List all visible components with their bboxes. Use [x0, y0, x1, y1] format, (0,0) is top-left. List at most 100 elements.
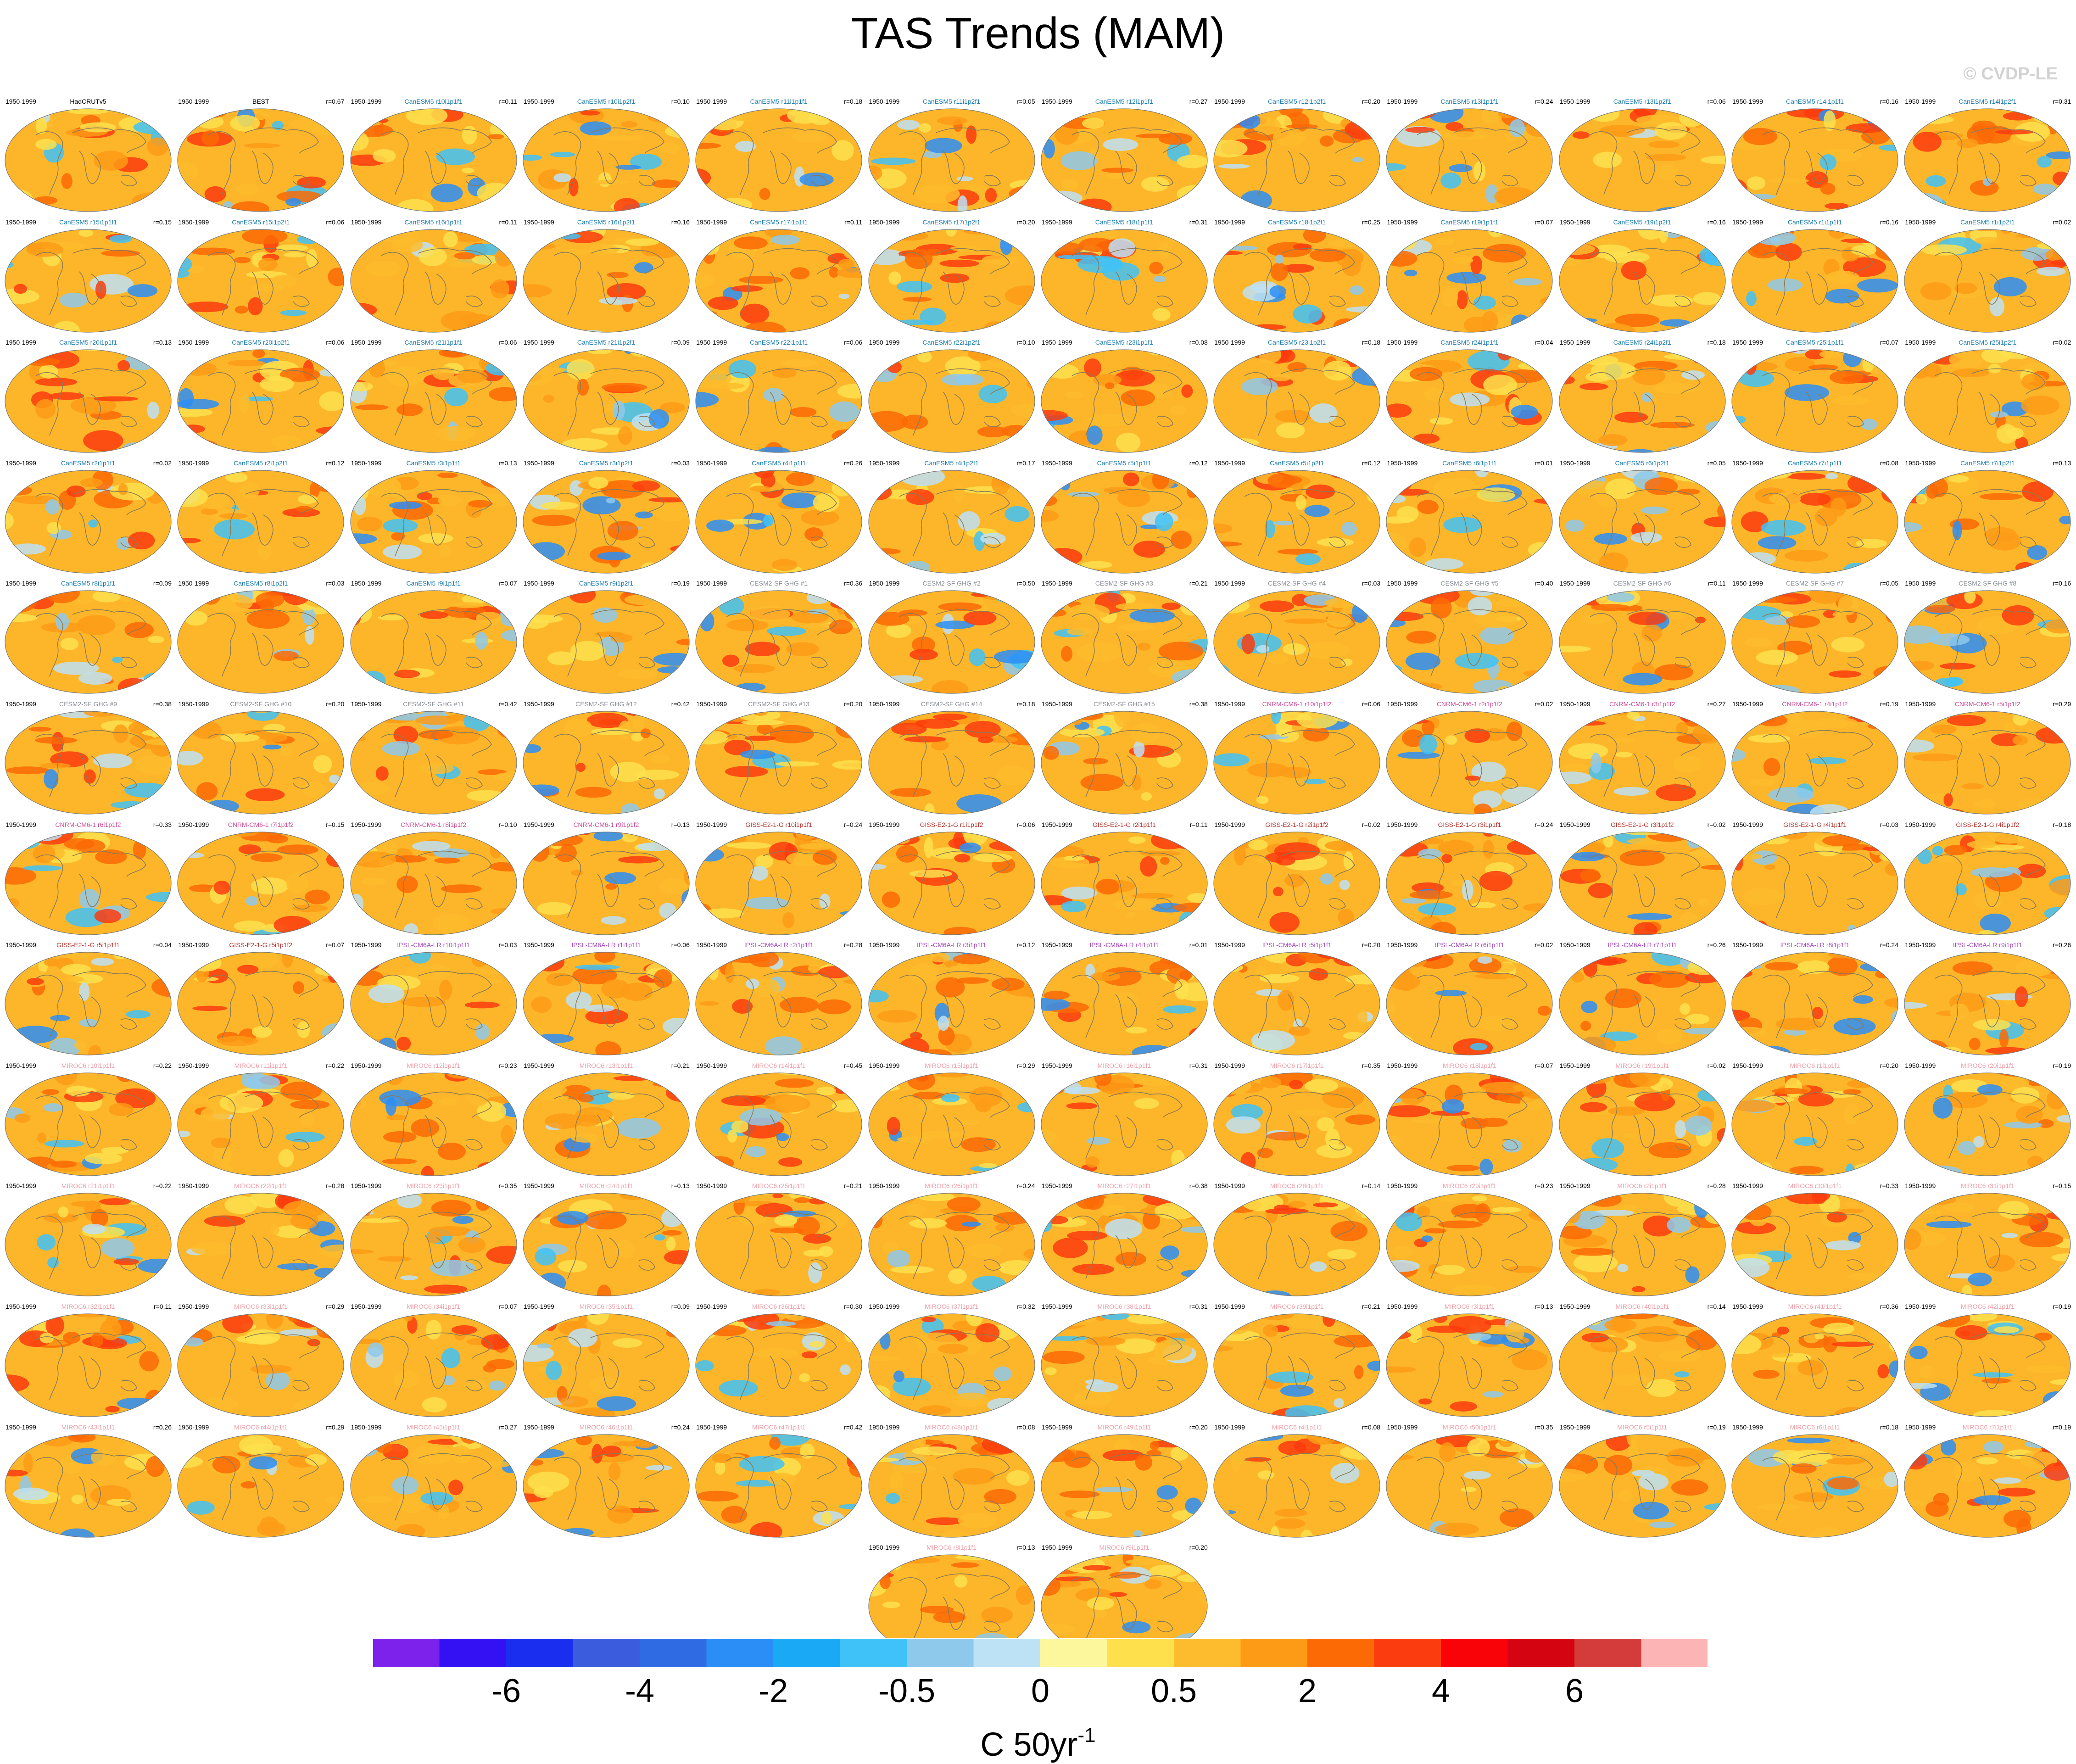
panel-period-label: 1950-1999: [1041, 1061, 1072, 1069]
trend-map: [695, 831, 862, 935]
panel-period-label: 1950-1999: [1905, 98, 1936, 105]
map-panel: 1950-1999 MIROC6 r18i1p1f1 r=0.07: [1385, 1060, 1554, 1177]
panel-period-label: 1950-1999: [1559, 821, 1590, 828]
panel-correlation: r=0.02: [2053, 339, 2071, 346]
map-panel: 1950-1999 MIROC6 r2i1p1f1 r=0.28: [1558, 1180, 1727, 1297]
panel-correlation: r=0.18: [1016, 700, 1035, 708]
panel-period-label: 1950-1999: [1041, 941, 1072, 949]
panel-period-label: 1950-1999: [178, 459, 209, 467]
panel-correlation: r=0.07: [1535, 1061, 1553, 1069]
panel-correlation: r=0.11: [499, 218, 517, 226]
map-panel: 1950-1999 MIROC6 r34i1p1f1 r=0.07: [349, 1301, 518, 1418]
map-panel: 1950-1999 MIROC6 r43i1p1f1 r=0.26: [4, 1421, 173, 1539]
panel-correlation: r=0.21: [844, 1182, 863, 1190]
panel-correlation: r=0.28: [326, 1182, 345, 1190]
panel-period-label: 1950-1999: [1905, 821, 1936, 828]
trend-map: [1386, 590, 1553, 694]
panel-correlation: r=0.15: [326, 821, 345, 828]
panel-title: CESM2-SF GHG #1: [750, 580, 808, 587]
panel-period-label: 1950-1999: [1905, 1182, 1936, 1190]
panel-period-label: 1950-1999: [1214, 218, 1245, 226]
panel-period-label: 1950-1999: [1905, 1061, 1936, 1069]
panel-title: MIROC6 r16i1p1f1: [1097, 1061, 1151, 1069]
trend-map: [1731, 1072, 1898, 1176]
panel-period-label: 1950-1999: [1214, 1303, 1245, 1310]
trend-map: [1386, 108, 1553, 212]
map-panel: 1950-1999 CanESM5 r20i1p1f1 r=0.13: [4, 336, 173, 454]
trend-map: [1386, 349, 1553, 453]
panel-period-label: 1950-1999: [1387, 218, 1418, 226]
panel-title: GISS-E2-1-G r2i1p1f1: [1092, 821, 1156, 828]
panel-correlation: r=0.07: [1535, 218, 1553, 226]
panel-correlation: r=0.42: [498, 700, 517, 708]
trend-map: [1041, 349, 1208, 453]
panel-correlation: r=0.02: [1707, 1061, 1726, 1069]
panel-period-label: 1950-1999: [1732, 1182, 1763, 1190]
panel-correlation: r=0.20: [1016, 218, 1035, 226]
panel-period-label: 1950-1999: [1214, 459, 1245, 467]
panel-title: GISS-E2-1-G r5i1p1f2: [229, 941, 293, 949]
watermark: © CVDP-LE: [1963, 64, 2058, 84]
panel-title: CanESM5 r9i1p2f1: [579, 580, 634, 587]
panel-correlation: r=0.36: [844, 580, 863, 587]
trend-map: [350, 1313, 517, 1417]
trend-map: [868, 831, 1035, 935]
panel-period-label: 1950-1999: [869, 1544, 900, 1552]
panel-period-label: 1950-1999: [351, 98, 382, 105]
map-panel: 1950-1999 MIROC6 r16i1p1f1 r=0.31: [1040, 1060, 1209, 1177]
panel-period-label: 1950-1999: [1559, 218, 1590, 226]
trend-map: [5, 952, 172, 1055]
panel-period-label: 1950-1999: [1905, 339, 1936, 346]
panel-period-label: 1950-1999: [1732, 1303, 1763, 1310]
panel-correlation: r=0.40: [1535, 580, 1553, 587]
map-panel: 1950-1999 CNRM-CM6-1 r7i1p1f2 r=0.15: [176, 819, 345, 936]
panel-correlation: r=0.03: [671, 459, 690, 467]
panel-title: CanESM5 r19i1p1f1: [1440, 218, 1499, 226]
panel-title: MIROC6 r49i1p1f1: [1097, 1423, 1151, 1431]
panel-correlation: r=0.06: [1707, 98, 1726, 105]
panel-period-label: 1950-1999: [1041, 580, 1072, 587]
map-panel: 1950-1999 GISS-E2-1-G r1i1p1f2 r=0.06: [867, 819, 1036, 936]
panel-title: MIROC6 r34i1p1f1: [407, 1303, 460, 1310]
map-panel: 1950-1999 MIROC6 r8i1p1f1 r=0.13: [867, 1541, 1036, 1659]
trend-map: [5, 108, 172, 212]
trend-map: [177, 349, 344, 453]
panel-correlation: r=0.27: [1189, 98, 1208, 105]
panel-period-label: 1950-1999: [696, 821, 727, 828]
panel-correlation: r=0.16: [1707, 218, 1726, 226]
map-panel: 1950-1999 MIROC6 r33i1p1f1 r=0.29: [176, 1301, 345, 1418]
panel-period-label: 1950-1999: [1214, 941, 1245, 949]
panel-title: MIROC6 r31i1p1f1: [1960, 1182, 2015, 1190]
trend-map: [1731, 590, 1898, 694]
map-panel: 1950-1999 CESM2-SF GHG #4 r=0.03: [1212, 577, 1381, 695]
panel-correlation: r=0.19: [671, 580, 690, 587]
trend-map: [1041, 229, 1208, 333]
panel-period-label: 1950-1999: [1905, 459, 1936, 467]
panel-period-label: 1950-1999: [696, 1182, 727, 1190]
panel-title: CanESM5 r20i1p2f1: [232, 339, 290, 346]
panel-correlation: r=0.07: [1880, 339, 1898, 346]
map-panel: 1950-1999 MIROC6 r15i1p1f1 r=0.29: [867, 1060, 1036, 1177]
trend-map: [1213, 711, 1380, 815]
map-panel: 1950-1999 CanESM5 r10i1p2f1 r=0.10: [522, 95, 691, 213]
map-panel: 1950-1999 MIROC6 r48i1p1f1 r=0.08: [867, 1421, 1036, 1539]
panel-correlation: r=0.06: [1016, 821, 1035, 828]
panel-period-label: 1950-1999: [1214, 339, 1245, 346]
panel-correlation: r=0.18: [1880, 1423, 1898, 1431]
panel-period-label: 1950-1999: [1387, 1423, 1418, 1431]
map-panel: 1950-1999 CanESM5 r6i1p1f1 r=0.01: [1385, 457, 1554, 575]
panel-title: CanESM5 r8i1p1f1: [61, 580, 116, 587]
panel-title: MIROC6 r8i1p1f1: [926, 1544, 977, 1552]
panel-period-label: 1950-1999: [1387, 1061, 1418, 1069]
panel-period-label: 1950-1999: [523, 459, 554, 467]
panel-correlation: r=0.08: [1189, 339, 1208, 346]
panel-correlation: r=0.03: [326, 580, 345, 587]
panel-title: CESM2-SF GHG #14: [921, 700, 982, 708]
map-panel: 1950-1999 MIROC6 r11i1p1f1 r=0.22: [176, 1060, 345, 1177]
panel-title: CNRM-CM6-1 r3i1p1f2: [1609, 700, 1675, 708]
panel-period-label: 1950-1999: [1041, 1423, 1072, 1431]
panel-period-label: 1950-1999: [351, 1423, 382, 1431]
panel-correlation: r=0.02: [1535, 700, 1553, 708]
panel-correlation: r=0.24: [1535, 821, 1553, 828]
panel-period-label: 1950-1999: [1732, 1423, 1763, 1431]
